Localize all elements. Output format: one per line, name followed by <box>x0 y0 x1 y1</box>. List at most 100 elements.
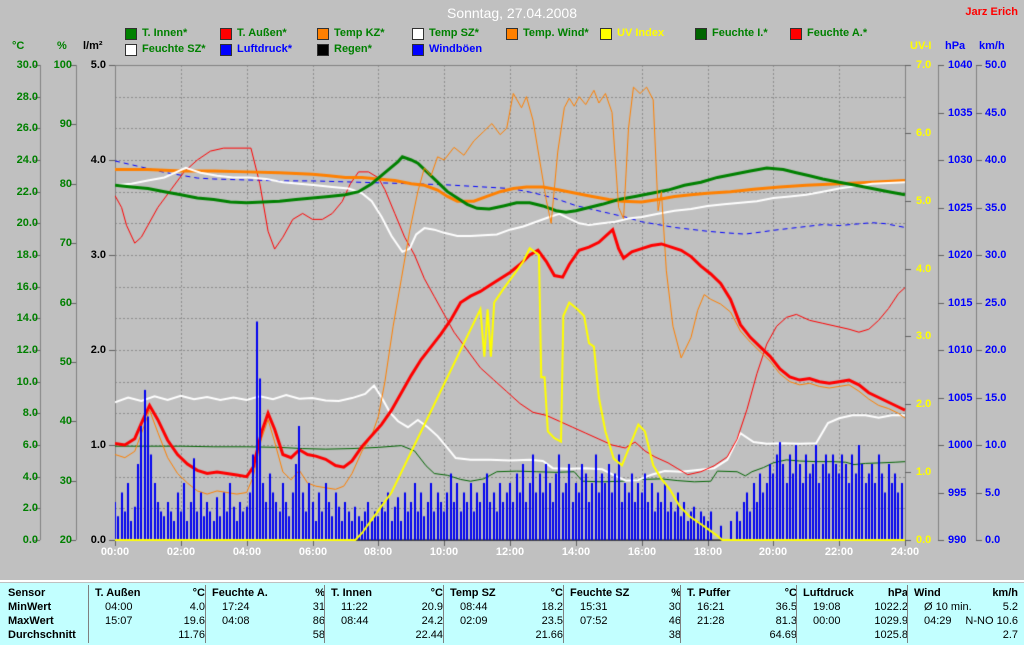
table-col-label: T. Innen <box>331 587 372 599</box>
axis-tick-cel: 18.0 <box>16 249 38 261</box>
axis-tick-kmh: 5.0 <box>985 487 1001 499</box>
x-axis-tick: 14:00 <box>561 546 591 558</box>
axis-tick-pct: 20 <box>59 534 72 546</box>
table-avg-value: 2.7 <box>1002 629 1018 641</box>
table-avg-value: 64.69 <box>769 629 797 641</box>
hpa-header: hPa <box>945 40 966 52</box>
legend-color-swatch <box>695 28 707 40</box>
table-max-time: 00:00 <box>813 615 841 627</box>
axis-tick-kmh: 25.0 <box>985 297 1007 309</box>
table-col-label: T. Außen <box>95 587 141 599</box>
table-min-value: 5.2 <box>1002 601 1018 613</box>
axis-tick-hpa: 1010 <box>948 344 973 356</box>
table-divider <box>205 585 206 643</box>
table-min-time: 04:00 <box>105 601 133 613</box>
axis-tick-uv: 1.0 <box>916 466 932 478</box>
axis-tick-uv: 3.0 <box>916 330 932 342</box>
axis-tick-hpa: 1040 <box>948 59 973 71</box>
user-name: Jarz Erich <box>965 6 1018 18</box>
table-avg-value: 58 <box>312 629 325 641</box>
table-col-unit: % <box>315 587 325 599</box>
axis-tick-pct: 30 <box>59 475 72 487</box>
table-divider <box>796 585 797 643</box>
table-avg-value: 11.76 <box>178 629 205 641</box>
kmh-header: km/h <box>979 40 1005 52</box>
x-axis-tick: 22:00 <box>824 546 854 558</box>
stats-table-background <box>0 583 1024 645</box>
axis-tick-lm2: 2.0 <box>90 344 106 356</box>
table-col-unit: km/h <box>992 587 1018 599</box>
table-max-time: 15:07 <box>105 615 133 627</box>
legend-label: Feuchte I.* <box>712 27 768 39</box>
table-max-time: 21:28 <box>697 615 725 627</box>
table-max-time: 02:09 <box>460 615 488 627</box>
axis-tick-kmh: 50.0 <box>985 59 1007 71</box>
axis-tick-cel: 2.0 <box>22 502 38 514</box>
axis-tick-pct: 60 <box>59 297 72 309</box>
x-axis-tick: 12:00 <box>495 546 525 558</box>
table-divider <box>443 585 444 643</box>
axis-tick-lm2: 4.0 <box>90 154 106 166</box>
table-divider <box>563 585 564 643</box>
table-max-time: 07:52 <box>580 615 608 627</box>
table-min-value: 18.2 <box>541 601 563 613</box>
axis-tick-kmh: 30.0 <box>985 249 1007 261</box>
legend-label: Regen* <box>334 43 372 55</box>
table-avg-value: 22.44 <box>415 629 443 641</box>
axis-tick-kmh: 35.0 <box>985 202 1007 214</box>
table-col-label: T. Puffer <box>687 587 731 599</box>
table-min-value: 4.0 <box>189 601 205 613</box>
axis-tick-kmh: 45.0 <box>985 107 1007 119</box>
x-axis-tick: 06:00 <box>298 546 328 558</box>
percent-header: % <box>57 40 67 52</box>
legend-color-swatch <box>125 28 137 40</box>
legend-color-swatch <box>317 44 329 56</box>
table-min-time: Ø 10 min. <box>924 601 972 613</box>
legend-color-swatch <box>506 28 518 40</box>
table-min-time: 17:24 <box>222 601 250 613</box>
table-divider <box>88 585 89 643</box>
table-max-value: 81.3 <box>775 615 797 627</box>
legend-color-swatch <box>600 28 612 40</box>
table-row-header: Durchschnitt <box>8 629 76 641</box>
x-axis-tick: 08:00 <box>363 546 393 558</box>
table-col-unit: hPa <box>887 587 908 599</box>
table-divider <box>324 585 325 643</box>
legend-color-swatch <box>220 28 232 40</box>
axis-tick-pct: 40 <box>59 415 72 427</box>
axis-tick-uv: 5.0 <box>916 195 932 207</box>
table-min-time: 08:44 <box>460 601 488 613</box>
axis-tick-lm2: 0.0 <box>90 534 106 546</box>
weather-chart-canvas <box>0 0 1024 580</box>
axis-tick-cel: 24.0 <box>16 154 38 166</box>
uv-header: UV-I <box>910 40 932 52</box>
table-max-time: 08:44 <box>341 615 369 627</box>
axis-tick-kmh: 40.0 <box>985 154 1007 166</box>
celsius-header: °C <box>12 40 25 52</box>
x-axis-tick: 00:00 <box>100 546 130 558</box>
table-min-time: 16:21 <box>697 601 725 613</box>
legend-label: Feuchte SZ* <box>142 43 206 55</box>
table-max-value: 1029.9 <box>874 615 908 627</box>
table-avg-value: 38 <box>668 629 681 641</box>
table-min-time: 15:31 <box>580 601 608 613</box>
legend-label: Feuchte A.* <box>807 27 868 39</box>
table-col-unit: % <box>671 587 681 599</box>
legend-label: T. Außen* <box>237 27 287 39</box>
legend-label: Temp KZ* <box>334 27 385 39</box>
axis-tick-cel: 8.0 <box>22 407 38 419</box>
table-max-time: 04:29 <box>924 615 952 627</box>
x-axis-tick: 18:00 <box>693 546 723 558</box>
x-axis-tick: 10:00 <box>429 546 459 558</box>
axis-tick-hpa: 990 <box>948 534 967 546</box>
table-min-value: 1022.2 <box>874 601 908 613</box>
legend-label: Windböen <box>429 43 483 55</box>
axis-tick-cel: 14.0 <box>16 312 38 324</box>
table-min-time: 11:22 <box>341 601 368 613</box>
legend-label: Temp. Wind* <box>523 27 589 39</box>
axis-tick-cel: 30.0 <box>16 59 38 71</box>
axis-tick-cel: 20.0 <box>16 217 38 229</box>
axis-tick-cel: 0.0 <box>22 534 38 546</box>
table-row-header: MinWert <box>8 601 52 613</box>
table-min-time: 19:08 <box>813 601 841 613</box>
